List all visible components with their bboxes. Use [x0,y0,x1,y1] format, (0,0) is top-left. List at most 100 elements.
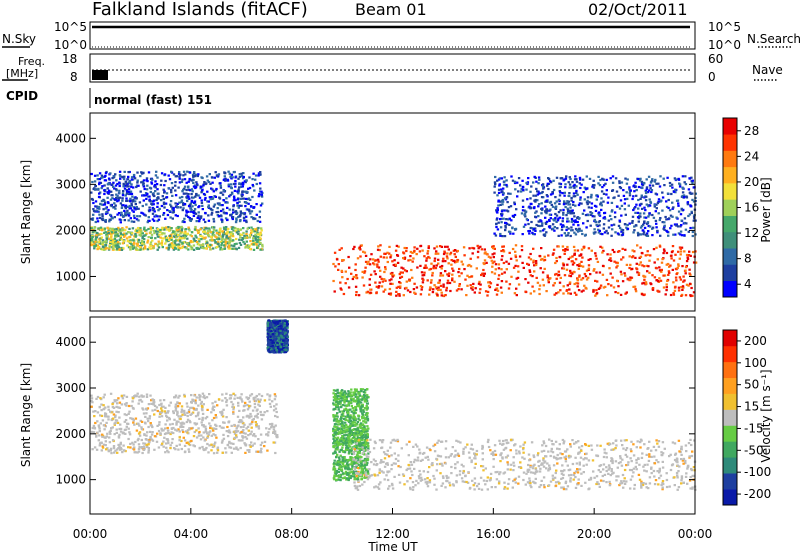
data-cell [156,176,159,179]
data-cell [150,182,154,185]
data-cell [237,215,240,219]
data-cell [169,245,173,248]
data-cell [243,190,246,193]
data-cell [129,239,132,242]
data-cell [421,274,424,277]
data-cell [105,238,109,241]
data-cell [161,246,164,249]
data-cell [536,190,539,193]
data-cell [677,250,680,253]
data-cell [625,226,628,229]
data-cell [119,177,122,180]
data-cell [555,292,558,295]
data-cell [376,248,380,251]
data-cell [392,274,396,277]
data-cell [534,263,538,267]
data-cell [186,242,189,245]
data-cell [242,231,245,235]
data-cell [143,226,146,229]
data-cell [122,394,126,397]
data-cell [576,285,579,288]
data-cell [633,250,636,253]
data-cell [662,252,665,255]
data-cell [130,233,133,236]
data-cell [529,292,532,295]
data-cell [124,180,127,183]
data-cell [229,233,233,236]
data-cell [193,430,196,434]
data-cell [220,248,224,251]
data-cell [233,197,236,200]
data-cell [236,396,239,399]
data-cell [145,443,148,446]
data-cell [245,437,249,440]
data-cell [120,448,123,451]
data-cell [486,294,489,297]
data-cell [576,279,579,282]
data-cell [248,233,252,236]
data-cell [549,217,552,220]
data-cell [549,277,552,280]
data-cell [665,251,669,255]
data-cell [634,211,637,214]
data-cell [228,235,232,239]
data-cell [386,260,389,264]
data-cell [645,178,648,181]
data-cell [547,281,550,284]
data-cell [224,217,228,220]
data-cell [439,265,442,268]
data-cell [101,239,105,242]
data-cell [228,208,231,211]
data-cell [575,189,578,192]
data-cell [237,192,240,195]
data-cell [241,400,244,403]
data-cell [659,217,662,220]
data-cell [192,444,195,447]
data-cell [425,257,428,260]
data-cell [334,389,337,392]
data-cell [592,269,595,272]
data-cell [491,253,494,256]
data-cell [394,263,397,266]
data-cell [259,443,263,447]
data-cell [237,401,240,404]
data-cell [524,210,528,213]
data-cell [551,191,554,194]
data-cell [580,290,583,293]
data-cell [212,217,215,221]
data-cell [209,182,212,185]
data-cell [178,394,181,397]
data-cell [182,425,185,428]
data-cell [119,232,122,235]
data-cell [140,400,144,403]
data-cell [109,449,112,452]
data-cell [494,175,497,179]
data-cell [251,195,254,199]
data-cell [134,200,137,203]
data-cell [579,198,582,201]
data-cell [111,417,115,420]
data-cell [169,203,172,206]
data-cell [545,199,548,202]
data-cell [221,237,224,241]
data-cell [110,418,113,422]
data-cell [451,267,454,270]
data-cell [620,230,623,233]
data-cell [149,209,152,212]
data-cell [353,388,357,391]
data-cell [174,214,177,217]
data-cell [205,182,208,185]
data-cell [599,284,603,287]
data-cell [355,465,358,468]
data-cell [200,199,203,202]
colorbar-tick-label: 4 [744,277,752,291]
data-cell [248,247,252,250]
data-cell [122,240,126,243]
data-cell [544,216,547,219]
data-cell [566,211,570,215]
data-cell [585,187,588,190]
data-cell [109,213,112,216]
data-cell [540,224,544,227]
data-cell [140,232,143,235]
